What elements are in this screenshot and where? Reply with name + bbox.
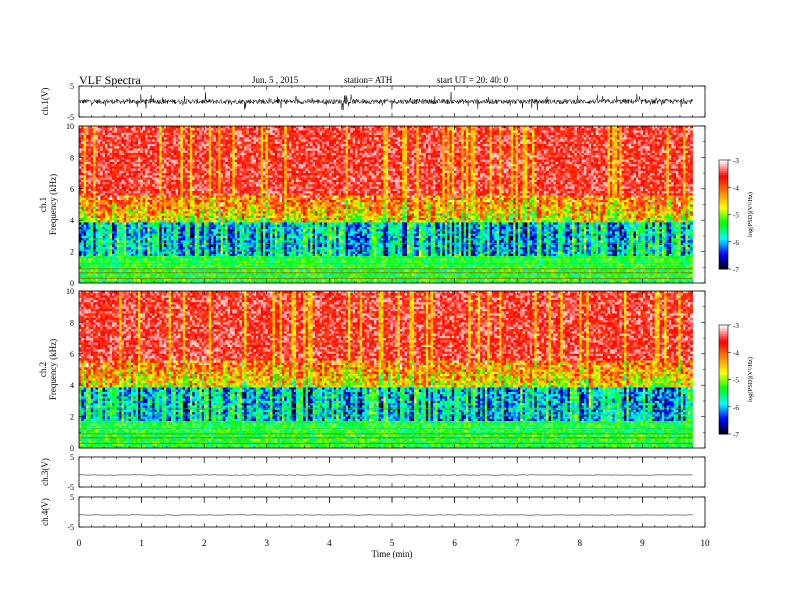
y-tick-label-ch2-spectrogram: 8 bbox=[70, 318, 74, 327]
y-tick-label-ch1-spectrogram: 4 bbox=[70, 216, 74, 225]
colorbar-tick-label: -5 bbox=[733, 212, 739, 220]
y-tick-label-ch1-spectrogram: 8 bbox=[70, 153, 74, 162]
colorbar-ch2-spectrogram: -3 -4 -5 -6 -7 log(PSD)(V²/Hz) bbox=[719, 322, 754, 439]
spectrogram-image-ch1-spectrogram bbox=[79, 126, 693, 283]
colorbar-tick-label: -3 bbox=[733, 322, 739, 330]
y-tick-label-ch2-spectrogram: 2 bbox=[70, 413, 74, 422]
y-tick-label-ch1-spectrogram: 2 bbox=[70, 248, 74, 257]
x-tick-label: 3 bbox=[265, 538, 270, 548]
y-tick-label-ch1-spectrogram: 6 bbox=[70, 185, 74, 194]
y-tick-label-ch3-waveform: 5 bbox=[70, 453, 74, 462]
colorbar-tick-label: -5 bbox=[733, 377, 739, 385]
colorbar-tick-label: -4 bbox=[733, 349, 739, 357]
y-tick-label-ch1-waveform: 5 bbox=[70, 82, 74, 91]
colorbar-tick-label: -7 bbox=[733, 266, 739, 274]
x-tick-label: 9 bbox=[640, 538, 645, 548]
y-axis-label-ch2-spectrogram: ch.2Frequency (kHz) bbox=[38, 339, 58, 400]
colorbar-tick-label: -6 bbox=[733, 239, 739, 247]
y-tick-label-ch2-spectrogram: 10 bbox=[66, 287, 74, 296]
y-tick-label-ch4-waveform: 5 bbox=[70, 493, 74, 502]
x-tick-label: 10 bbox=[701, 538, 711, 548]
colorbar-ch1-spectrogram: -3 -4 -5 -6 -7 log(PSD)(V²/Hz) bbox=[719, 157, 754, 274]
x-tick-label: 7 bbox=[515, 538, 520, 548]
y-tick-label-ch4-waveform: -5 bbox=[67, 523, 74, 532]
y-tick-label-ch1-spectrogram: 10 bbox=[66, 122, 74, 131]
y-axis-label-ch4-waveform: ch.4(V) bbox=[40, 498, 50, 526]
x-tick-label: 0 bbox=[77, 538, 82, 548]
y-tick-label-ch2-spectrogram: 6 bbox=[70, 350, 74, 359]
vlf-figure: 5-5ch.1(V)0246810ch.1Frequency (kHz)0246… bbox=[0, 0, 792, 612]
colorbar-label: log(PSD)(V²/Hz) bbox=[747, 192, 754, 237]
y-axis-label-ch1-waveform: ch.1(V) bbox=[40, 88, 50, 116]
spectrogram-image-ch2-spectrogram bbox=[79, 291, 693, 448]
x-tick-label: 8 bbox=[578, 538, 583, 548]
colorbar-tick-label: -7 bbox=[733, 431, 739, 439]
y-axis-label-ch1-spectrogram: ch.1Frequency (kHz) bbox=[38, 174, 58, 235]
colorbar-tick-label: -3 bbox=[733, 157, 739, 165]
y-tick-label-ch3-waveform: -5 bbox=[67, 483, 74, 492]
colorbar-label: log(PSD)(V²/Hz) bbox=[747, 357, 754, 402]
x-tick-label: 5 bbox=[390, 538, 395, 548]
x-tick-label: 2 bbox=[202, 538, 207, 548]
y-tick-label-ch2-spectrogram: 0 bbox=[70, 444, 74, 453]
y-tick-label-ch2-spectrogram: 4 bbox=[70, 381, 74, 390]
x-axis-label: Time (min) bbox=[372, 549, 413, 559]
y-tick-label-ch1-waveform: -5 bbox=[67, 113, 74, 122]
waveform-trace-ch1-waveform bbox=[79, 92, 693, 110]
colorbar-tick-label: -4 bbox=[733, 184, 739, 192]
x-tick-label: 1 bbox=[139, 538, 144, 548]
y-axis-label-ch3-waveform: ch.3(V) bbox=[40, 458, 50, 486]
x-tick-label: 4 bbox=[327, 538, 332, 548]
x-tick-label: 6 bbox=[452, 538, 457, 548]
colorbar-tick-label: -6 bbox=[733, 404, 739, 412]
